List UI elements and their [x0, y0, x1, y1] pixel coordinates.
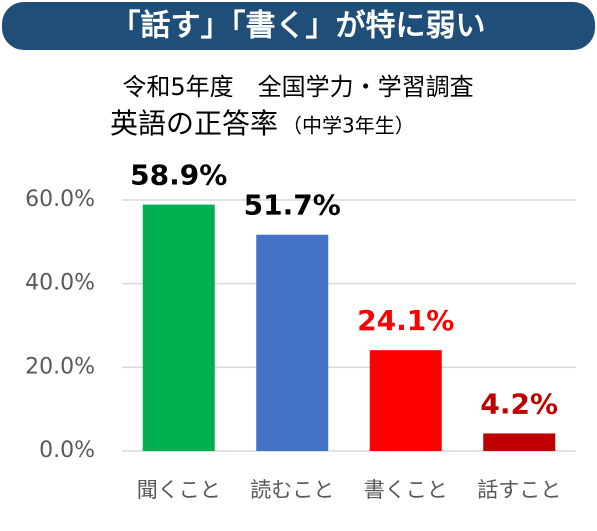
data-label: 58.9% [130, 159, 227, 192]
bar [483, 433, 556, 451]
x-tick-label: 書くこと [364, 478, 448, 502]
data-label: 4.2% [480, 387, 558, 420]
headline: 「話す」「書く」が特に弱い [111, 9, 486, 44]
x-tick-label: 読むこと [250, 478, 334, 502]
x-tick-label: 話すこと [477, 478, 561, 502]
y-tick-label: 60.0% [25, 187, 95, 212]
data-label: 24.1% [357, 304, 454, 337]
y-tick-label: 0.0% [39, 438, 95, 463]
headline-banner [2, 2, 595, 50]
x-tick-label: 聞くこと [137, 478, 221, 502]
chart-subtitle: 英語の正答率 [110, 107, 278, 140]
subtitle-note: （中学3年生） [282, 114, 415, 138]
data-label: 51.7% [244, 189, 341, 222]
bar [369, 350, 442, 451]
y-tick-label: 20.0% [25, 354, 95, 379]
bar [256, 234, 329, 451]
y-tick-label: 40.0% [25, 271, 95, 296]
chart-title: 令和5年度 全国学力・学習調査 [122, 73, 473, 101]
bar [142, 204, 215, 451]
